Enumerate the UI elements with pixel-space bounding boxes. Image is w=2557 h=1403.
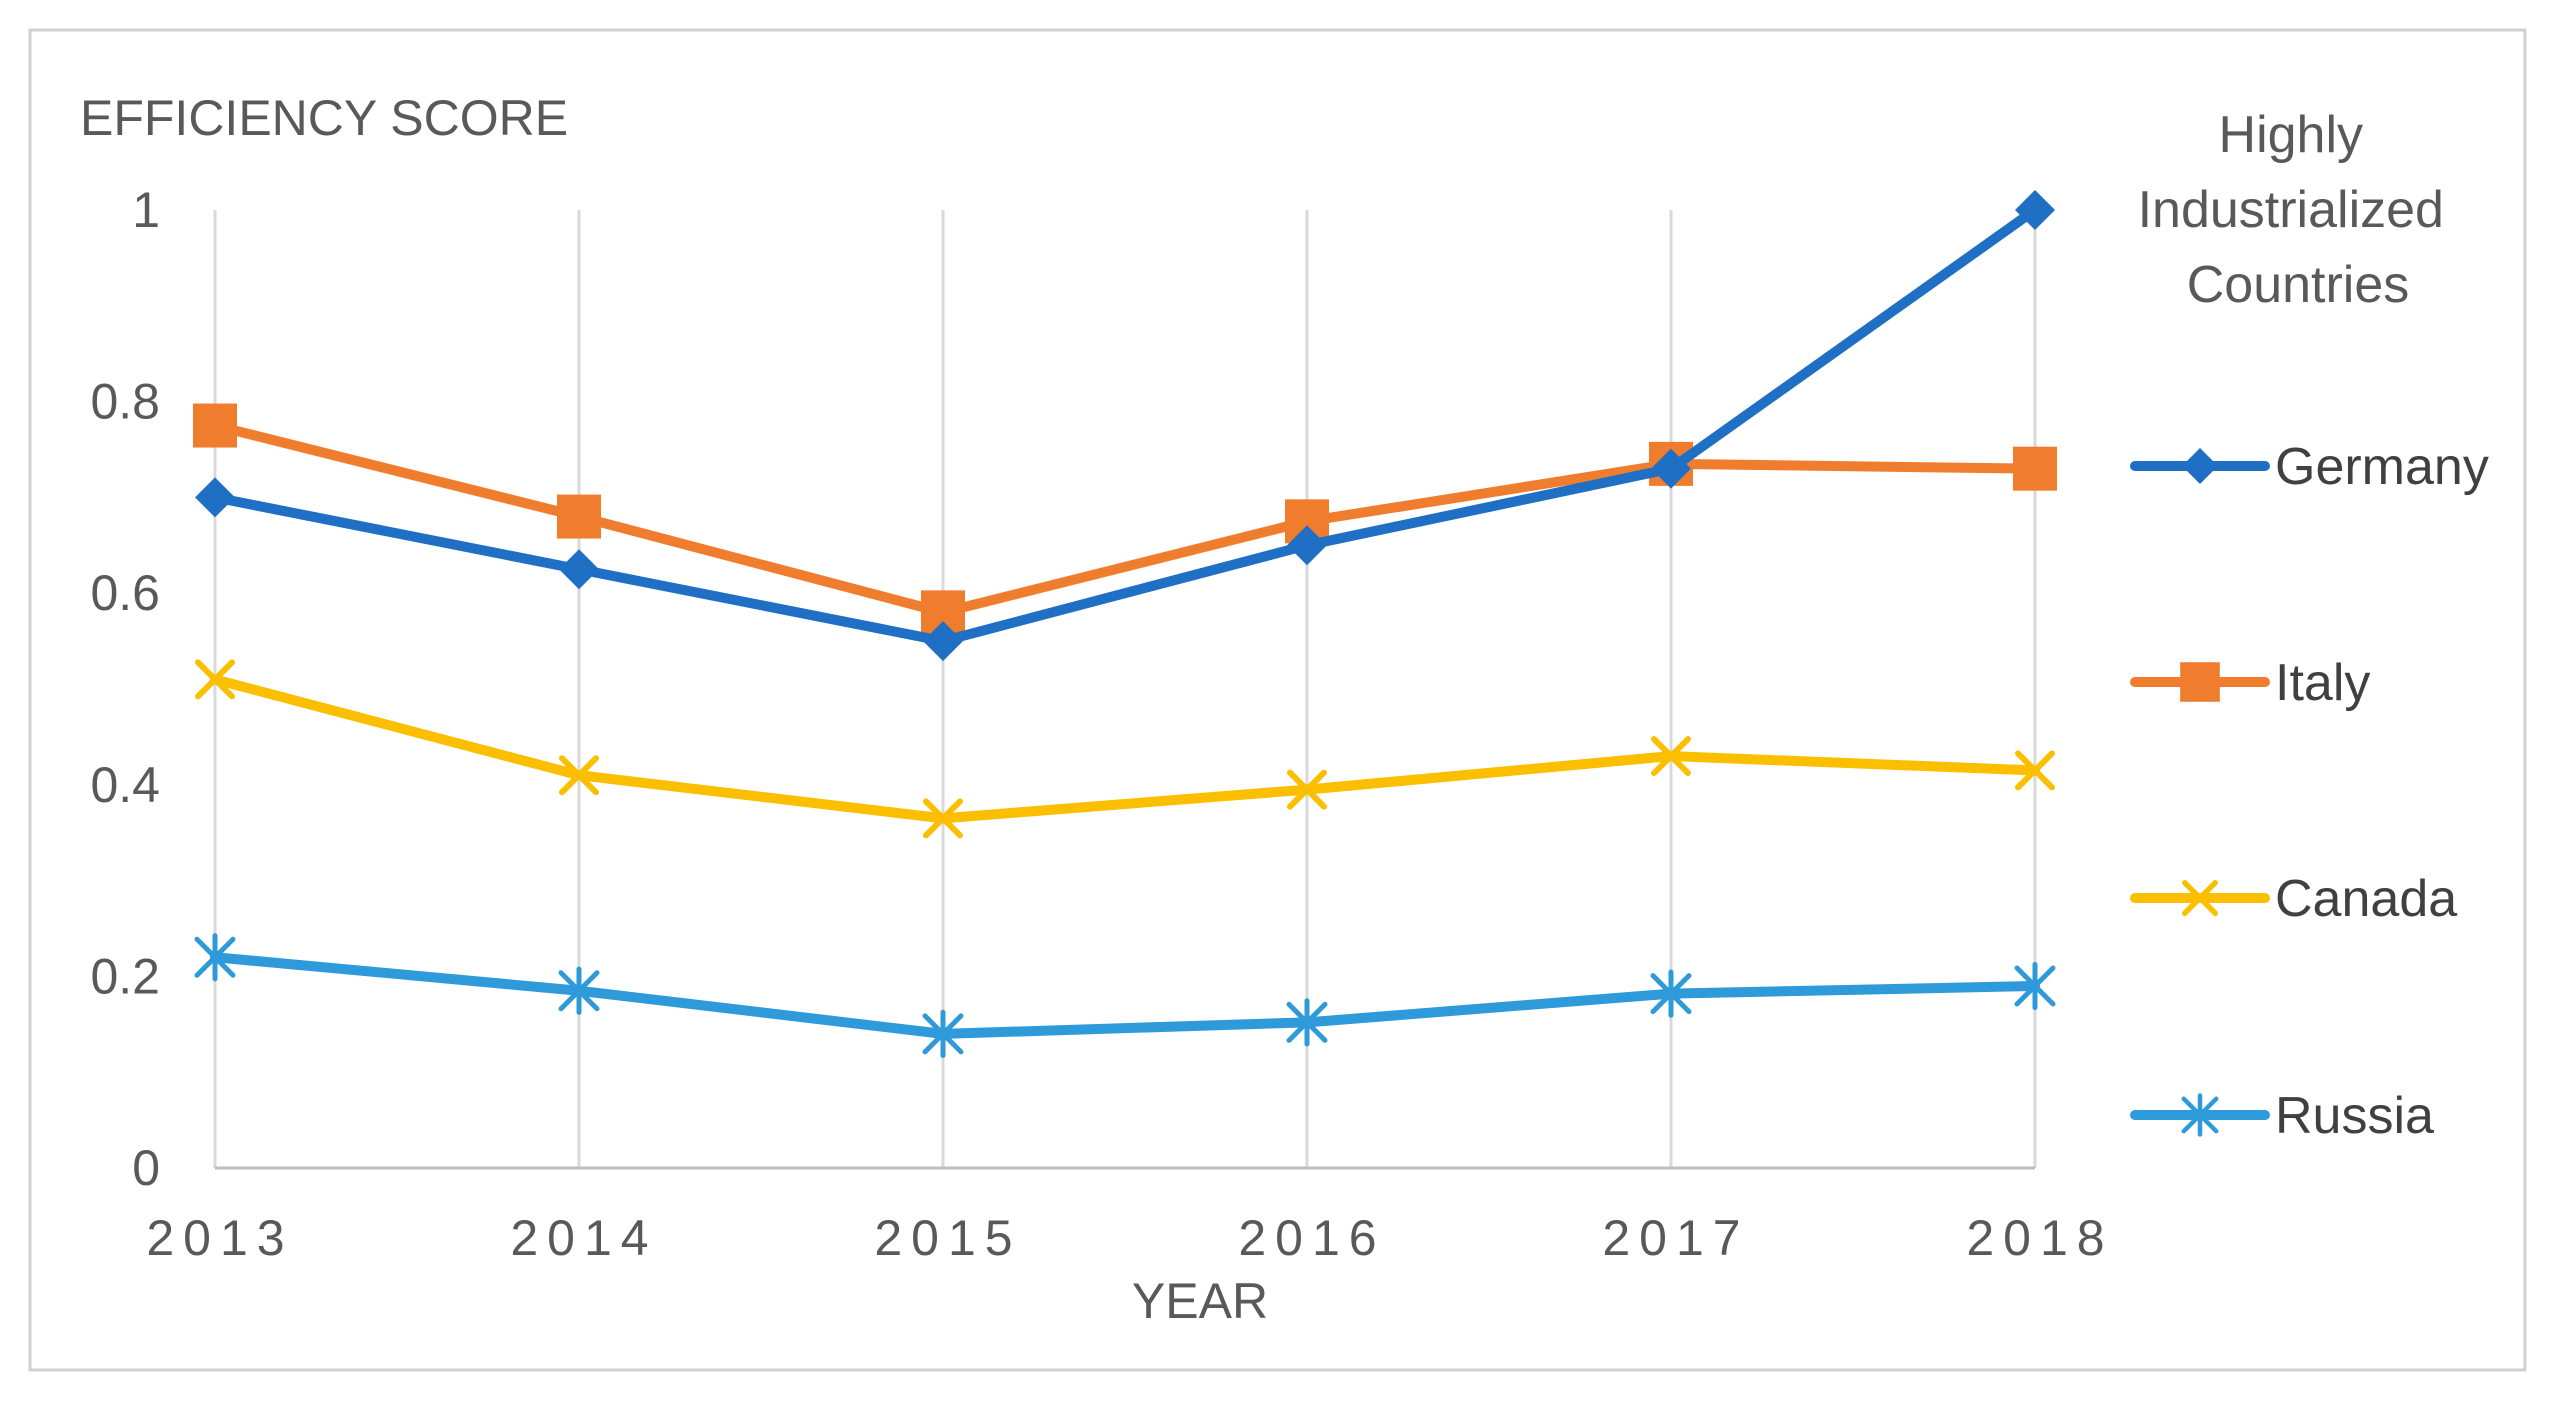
data-point-germany <box>923 621 963 662</box>
data-point-canada <box>923 798 963 839</box>
series-layer <box>193 190 2057 1058</box>
data-point-russia <box>2014 961 2056 1011</box>
series-line-germany <box>210 205 2040 647</box>
data-point-germany <box>2015 190 2055 230</box>
y-axis-title: EFFICIENCY SCORE <box>80 90 568 146</box>
data-point-italy <box>557 494 601 539</box>
legend-label-canada: Canada <box>2275 870 2457 928</box>
legend-title-line: Highly <box>2219 106 2364 164</box>
data-point-germany <box>1287 525 1327 566</box>
chart-frame <box>28 28 2527 1372</box>
x-tick-label: 2013 <box>146 1210 293 1266</box>
y-tick-label: 1 <box>132 182 160 238</box>
data-point-russia <box>1650 969 1692 1018</box>
legend-item-canada: Canada <box>2130 870 2457 928</box>
x-tick-label: 2016 <box>1238 1210 1385 1266</box>
data-point-canada <box>195 659 235 700</box>
legend-label-italy: Italy <box>2275 654 2370 712</box>
series-line-russia <box>210 952 2040 1039</box>
data-point-germany <box>559 549 599 590</box>
x-tick-label: 2018 <box>1966 1210 2113 1266</box>
data-point-russia <box>1286 998 1328 1047</box>
data-point-russia <box>558 966 600 1015</box>
data-point-canada <box>2015 750 2055 791</box>
x-axis-ticks: 2013 2014 2015 2016 2017 2018 <box>146 1210 2113 1266</box>
legend: Highly Industrialized Countries Germany I… <box>2130 106 2489 1145</box>
legend-item-italy: Italy <box>2130 654 2370 712</box>
y-axis-ticks: 0 0.2 0.4 0.6 0.8 1 <box>90 182 160 1196</box>
data-point-canada <box>1287 769 1327 810</box>
legend-items: Germany Italy Canada Russia <box>2130 438 2489 1145</box>
y-tick-label: 0.6 <box>90 565 160 621</box>
x-tick-label: 2014 <box>510 1210 657 1266</box>
data-point-canada <box>559 755 599 796</box>
series-italy <box>193 403 2057 635</box>
legend-marker-italy <box>2180 662 2220 702</box>
data-point-canada <box>1651 736 1691 777</box>
data-point-italy <box>193 403 237 448</box>
legend-marker-russia <box>2181 1093 2219 1137</box>
legend-marker-germany <box>2182 448 2218 484</box>
legend-label-germany: Germany <box>2275 438 2489 496</box>
data-point-germany <box>1651 448 1691 489</box>
series-germany <box>195 190 2055 662</box>
series-canada <box>195 659 2055 839</box>
legend-title-line: Industrialized <box>2138 181 2444 239</box>
data-point-russia <box>194 933 236 982</box>
y-tick-label: 0.4 <box>90 757 160 813</box>
data-point-germany <box>195 477 235 518</box>
y-tick-label: 0 <box>132 1140 160 1196</box>
legend-title-line: Countries <box>2187 256 2410 314</box>
data-point-italy <box>2013 446 2057 491</box>
legend-item-russia: Russia <box>2130 1087 2434 1145</box>
x-tick-label: 2015 <box>874 1210 1021 1266</box>
series-line-italy <box>210 420 2040 618</box>
legend-label-russia: Russia <box>2275 1087 2434 1145</box>
y-tick-label: 0.8 <box>90 374 160 430</box>
data-point-russia <box>922 1009 964 1058</box>
legend-marker-canada <box>2182 880 2218 916</box>
legend-item-germany: Germany <box>2130 438 2489 496</box>
series-line-canada <box>210 674 2040 824</box>
x-axis-title: YEAR <box>1132 1273 1268 1329</box>
series-russia <box>194 933 2056 1058</box>
legend-title: Highly Industrialized Countries <box>2138 106 2459 314</box>
y-tick-label: 0.2 <box>90 948 160 1004</box>
x-tick-label: 2017 <box>1602 1210 1749 1266</box>
